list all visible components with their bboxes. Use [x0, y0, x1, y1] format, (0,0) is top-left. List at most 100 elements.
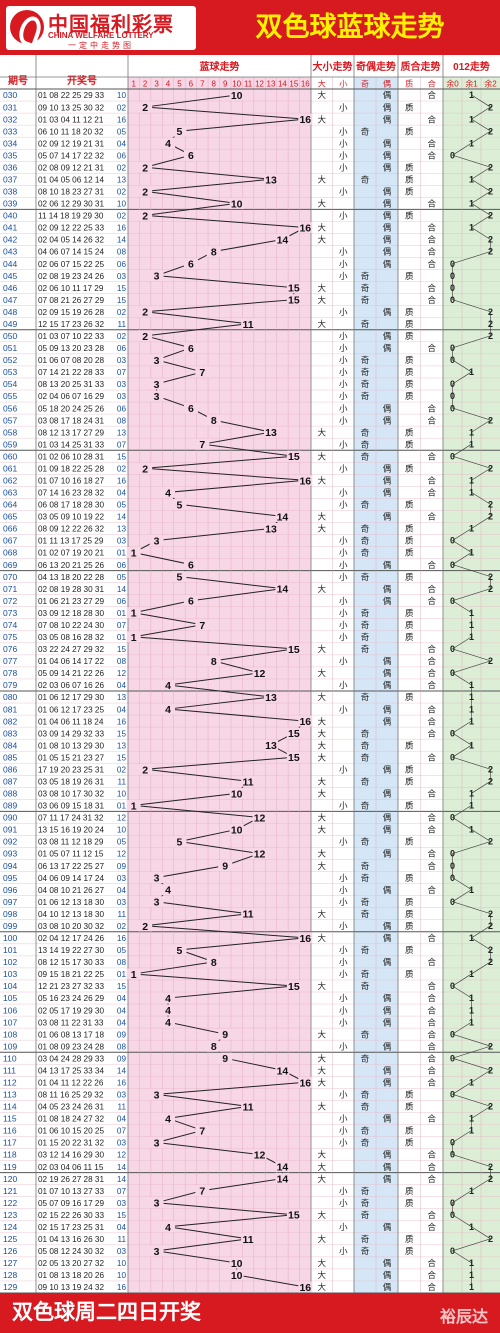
period-label: 048: [3, 307, 17, 317]
blue-ball: 10: [117, 1271, 127, 1280]
trend-number: 11: [243, 1101, 254, 1113]
red-balls: 01 02 07 19 20 21: [38, 549, 104, 558]
period-label: 086: [3, 764, 17, 774]
mod-mark: 2: [488, 307, 493, 317]
mod-mark: 2: [488, 572, 493, 582]
trend-number: 5: [177, 126, 183, 138]
trend-dot-bg: [252, 811, 267, 823]
tick-3: 3: [154, 80, 159, 89]
trend-dot-bg: [195, 438, 210, 450]
red-balls: 03 22 24 27 29 32: [38, 645, 104, 654]
prime-mark: 合: [427, 512, 436, 522]
mod-mark: 0: [450, 343, 455, 353]
size-mark: 小: [339, 536, 348, 546]
blue-ball: 03: [117, 874, 127, 883]
blue-ball: 06: [117, 151, 127, 160]
red-balls: 03 05 09 10 19 22: [38, 513, 104, 522]
period-label: 075: [3, 632, 17, 642]
tick-14: 14: [278, 80, 287, 89]
red-balls: 02 09 12 22 25 33: [38, 224, 104, 233]
trend-dot-bg: [138, 330, 153, 342]
red-balls: 09 15 18 21 22 25: [38, 970, 104, 979]
trend-number: 13: [265, 740, 277, 752]
trend-dot-bg: [298, 1076, 313, 1088]
parity-mark: 奇: [361, 536, 370, 546]
mod-mark: 1: [469, 175, 474, 185]
parity-mark: 偶: [383, 957, 392, 967]
mod-mark: 1: [469, 1270, 474, 1280]
blue-ball: 04: [117, 681, 127, 690]
parity-mark: 偶: [383, 560, 392, 570]
prime-mark: 合: [427, 596, 436, 606]
period-label: 072: [3, 596, 17, 606]
red-balls: 01 06 08 13 17 18: [38, 1030, 104, 1039]
period-label: 124: [3, 1222, 17, 1232]
prime-mark: 质: [405, 307, 414, 317]
size-mark: 小: [339, 801, 348, 811]
blue-ball: 11: [118, 320, 127, 329]
parity-mark: 偶: [383, 247, 392, 257]
period-label: 117: [3, 1138, 17, 1148]
period-label: 041: [3, 223, 17, 233]
mod-mark: 2: [488, 764, 493, 774]
red-balls: 04 10 12 13 18 30: [38, 910, 104, 919]
parity-mark: 偶: [383, 813, 392, 823]
welfare-lottery-logo: 中国福利彩票 CHINA WELFARE LOTTERY 一定中走势图: [6, 6, 196, 50]
mod-mark: 1: [469, 680, 474, 690]
blue-ball: 11: [118, 778, 127, 787]
red-balls: 01 02 06 10 28 31: [38, 452, 104, 461]
parity-mark: 奇: [361, 439, 370, 449]
prime-mark: 合: [427, 199, 436, 209]
prime-mark: 合: [427, 849, 436, 859]
red-balls: 01 06 12 17 29 30: [38, 693, 104, 702]
parity-mark: 奇: [361, 837, 370, 847]
tick-11: 11: [244, 80, 253, 89]
size-mark: 小: [339, 764, 348, 774]
red-balls: 02 19 26 27 28 31: [38, 1175, 104, 1184]
mod-mark: 1: [469, 427, 474, 437]
blue-ball: 07: [117, 440, 127, 449]
trend-number: 8: [211, 957, 217, 969]
tick-7: 7: [200, 80, 205, 89]
prime-mark: 合: [427, 247, 436, 257]
blue-ball: 07: [117, 368, 127, 377]
mod-mark: 1: [469, 885, 474, 895]
size-mark: 大: [317, 223, 326, 233]
size-mark: 小: [339, 162, 348, 172]
blue-ball: 08: [117, 248, 127, 257]
size-mark: 小: [339, 993, 348, 1003]
trend-dot-bg: [275, 1161, 290, 1173]
period-label: 043: [3, 247, 17, 257]
red-balls: 01 15 20 22 31 32: [38, 1139, 104, 1148]
size-mark: 大: [317, 933, 326, 943]
red-balls: 05 18 20 24 25 26: [38, 404, 104, 413]
parity-mark: 偶: [383, 415, 392, 425]
period-label: 082: [3, 716, 17, 726]
red-balls: 08 12 13 17 27 29: [38, 428, 104, 437]
prime-mark: 质: [405, 463, 414, 473]
trend-dot-bg: [183, 258, 198, 270]
period-label: 040: [3, 211, 17, 221]
red-balls: 05 16 23 24 26 29: [38, 994, 104, 1003]
prime-mark: 合: [427, 1005, 436, 1015]
prime-mark: 质: [405, 1090, 414, 1100]
size-mark: 大: [317, 235, 326, 245]
period-label: 079: [3, 680, 17, 690]
mod-mark: 1: [469, 548, 474, 558]
mod-mark: 1: [469, 476, 474, 486]
prime-mark: 质: [405, 873, 414, 883]
red-balls: 02 15 17 23 25 31: [38, 1223, 104, 1232]
red-balls: 17 19 20 23 25 31: [38, 765, 104, 774]
trend-dot-bg: [161, 992, 176, 1004]
trend-number: 7: [199, 1125, 205, 1137]
parity-mark: 奇: [361, 897, 370, 907]
period-label: 052: [3, 355, 17, 365]
period-label: 107: [3, 1017, 17, 1027]
trend-dot-bg: [138, 101, 153, 113]
trend-number: 11: [243, 776, 254, 788]
size-mark: 小: [339, 403, 348, 413]
trend-dot-bg: [218, 1052, 233, 1064]
parity-mark: 偶: [383, 764, 392, 774]
period-label: 065: [3, 512, 17, 522]
mod-mark: 1: [469, 1078, 474, 1088]
